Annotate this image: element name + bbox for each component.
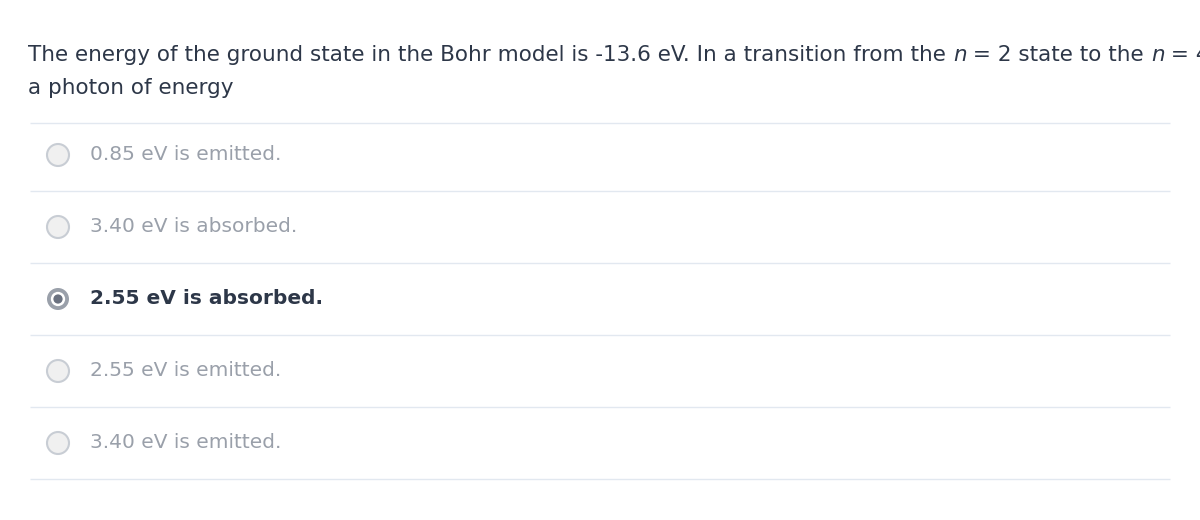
Circle shape bbox=[53, 294, 62, 304]
Circle shape bbox=[50, 292, 65, 306]
Text: = 4 state,: = 4 state, bbox=[1164, 45, 1200, 65]
Text: 0.85 eV is emitted.: 0.85 eV is emitted. bbox=[90, 146, 281, 164]
Text: 2.55 eV is absorbed.: 2.55 eV is absorbed. bbox=[90, 290, 323, 308]
Text: = 2 state to the: = 2 state to the bbox=[966, 45, 1151, 65]
Text: n: n bbox=[1151, 45, 1164, 65]
Text: n: n bbox=[953, 45, 966, 65]
Text: 3.40 eV is emitted.: 3.40 eV is emitted. bbox=[90, 434, 281, 452]
Text: a photon of energy: a photon of energy bbox=[28, 78, 234, 98]
Circle shape bbox=[47, 432, 70, 454]
Circle shape bbox=[47, 288, 70, 310]
Text: 2.55 eV is emitted.: 2.55 eV is emitted. bbox=[90, 361, 281, 381]
Circle shape bbox=[47, 216, 70, 238]
Circle shape bbox=[47, 360, 70, 382]
Circle shape bbox=[47, 144, 70, 166]
Text: 3.40 eV is absorbed.: 3.40 eV is absorbed. bbox=[90, 217, 298, 237]
Text: The energy of the ground state in the Bohr model is -13.6 eV. In a transition fr: The energy of the ground state in the Bo… bbox=[28, 45, 953, 65]
